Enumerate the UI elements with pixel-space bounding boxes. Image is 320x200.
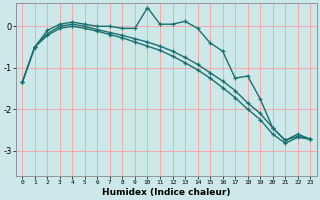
X-axis label: Humidex (Indice chaleur): Humidex (Indice chaleur) (102, 188, 230, 197)
